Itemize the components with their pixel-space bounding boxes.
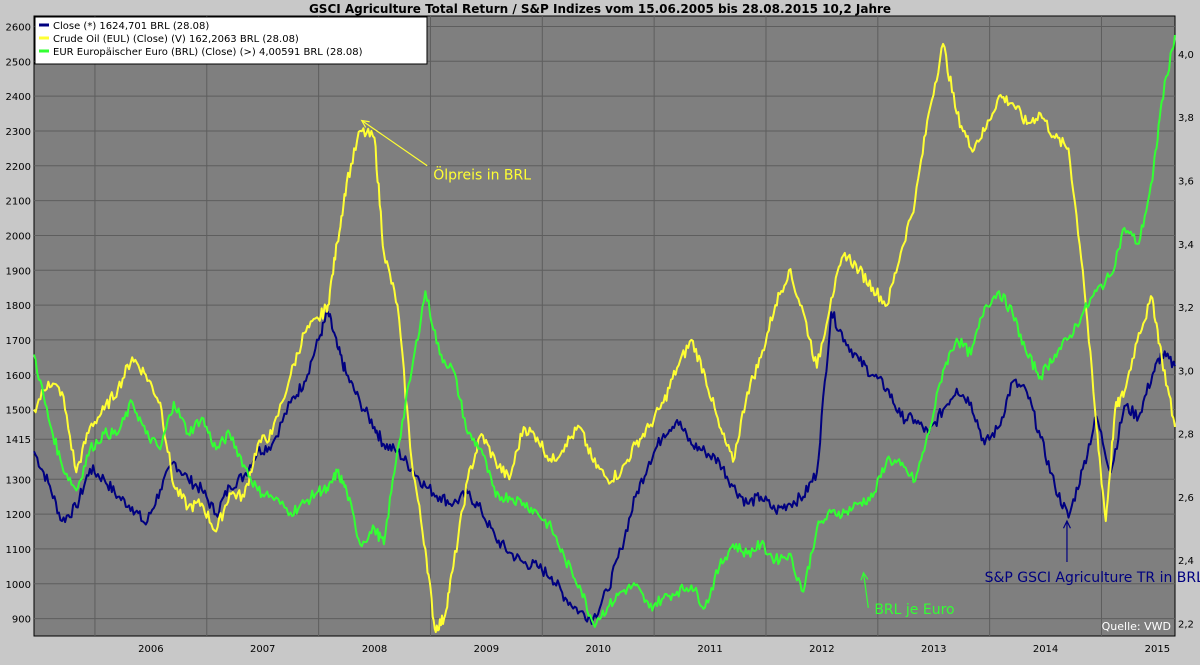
- y-left-tick-label: 1100: [6, 545, 31, 556]
- y-left-tick-label: 1415: [6, 435, 31, 446]
- x-tick-label: 2013: [921, 644, 946, 655]
- y-left-tick-label: 1000: [6, 580, 31, 591]
- y-right-tick-label: 2,8: [1178, 430, 1194, 441]
- x-tick-label: 2007: [250, 644, 275, 655]
- y-right-tick-label: 3,0: [1178, 366, 1194, 377]
- annotation-arrow-line: [862, 572, 869, 608]
- legend-entry: Crude Oil (EUL) (Close) (V) 162,2063 BRL…: [53, 34, 299, 45]
- y-left-tick-label: 900: [12, 615, 31, 626]
- plot-area: [33, 15, 1176, 637]
- annotation-arrow-head: [360, 119, 370, 128]
- y-right-tick-label: 2,6: [1178, 493, 1194, 504]
- y-right-tick-label: 3,4: [1178, 240, 1194, 251]
- y-left-tick-label: 1300: [6, 475, 31, 486]
- x-tick-label: 2010: [585, 644, 610, 655]
- y-right-tick-label: 3,8: [1178, 113, 1194, 124]
- series-line-crude-oil: [33, 42, 1176, 634]
- annotation-eur: BRL je Euro: [860, 571, 955, 618]
- y-left-tick-label: 2200: [6, 162, 31, 173]
- annotation-arrow-head: [1062, 519, 1071, 529]
- y-right-axis: 2,2 2,4 2,6 2,8 3,0 3,2 3,4 3,6 3,8 4,0: [1178, 50, 1194, 630]
- y-left-tick-label: 2600: [6, 22, 31, 33]
- y-left-tick-label: 2400: [6, 92, 31, 103]
- annotation-label: S&P GSCI Agriculture TR in BRL: [985, 570, 1200, 586]
- y-left-axis: 900 1000 1100 1200 1300 1415 1500 1600 1700 1800 1…: [6, 22, 31, 625]
- y-left-tick-label: 2500: [6, 57, 31, 68]
- annotation-arrow-head: [860, 571, 869, 581]
- y-left-tick-label: 1500: [6, 406, 31, 417]
- y-right-tick-label: 3,2: [1178, 303, 1194, 314]
- grid-lines: [34, 16, 1175, 636]
- y-left-tick-label: 2000: [6, 231, 31, 242]
- y-left-tick-label: 1600: [6, 371, 31, 382]
- annotations: Ölpreis in BRL S&P GSCI Agriculture TR in…: [360, 119, 1200, 618]
- y-right-tick-label: 4,0: [1178, 50, 1194, 61]
- y-left-tick-label: 1800: [6, 301, 31, 312]
- x-tick-label: 2015: [1145, 644, 1170, 655]
- y-left-tick-label: 1200: [6, 510, 31, 521]
- legend: Close (*) 1624,701 BRL (28.08) Crude Oil …: [34, 16, 428, 65]
- series-lines: [33, 34, 1176, 634]
- legend-box: [34, 16, 428, 65]
- x-axis: 2006 2007 2008 2009 2010 2011 2012 2013 2014 2015: [138, 644, 1170, 655]
- series-line-eur-brl: [33, 34, 1176, 628]
- annotation-oil: Ölpreis in BRL: [360, 119, 531, 184]
- x-tick-label: 2008: [362, 644, 387, 655]
- y-right-tick-label: 2,2: [1178, 619, 1194, 630]
- annotation-label: Ölpreis in BRL: [433, 166, 531, 184]
- annotation-arrow-line: [361, 120, 428, 167]
- annotation-label: BRL je Euro: [874, 602, 954, 618]
- source-label: Quelle: VWD: [1102, 620, 1171, 633]
- y-left-tick-label: 2300: [6, 127, 31, 138]
- y-right-tick-label: 3,6: [1178, 176, 1194, 187]
- legend-entry: EUR Europäischer Euro (BRL) (Close) (>) …: [53, 47, 363, 58]
- y-left-tick-label: 2100: [6, 197, 31, 208]
- x-tick-label: 2006: [138, 644, 163, 655]
- chart-title: GSCI Agriculture Total Return / S&P Indi…: [309, 2, 891, 16]
- y-left-tick-label: 1900: [6, 266, 31, 277]
- x-tick-label: 2009: [474, 644, 499, 655]
- x-tick-label: 2014: [1033, 644, 1058, 655]
- y-left-tick-label: 1700: [6, 336, 31, 347]
- x-tick-label: 2012: [809, 644, 834, 655]
- x-tick-label: 2011: [697, 644, 722, 655]
- series-line-gsci: [33, 311, 1176, 625]
- y-right-tick-label: 2,4: [1178, 556, 1194, 567]
- legend-entry: Close (*) 1624,701 BRL (28.08): [53, 21, 209, 32]
- annotation-gsci: S&P GSCI Agriculture TR in BRL: [985, 519, 1200, 586]
